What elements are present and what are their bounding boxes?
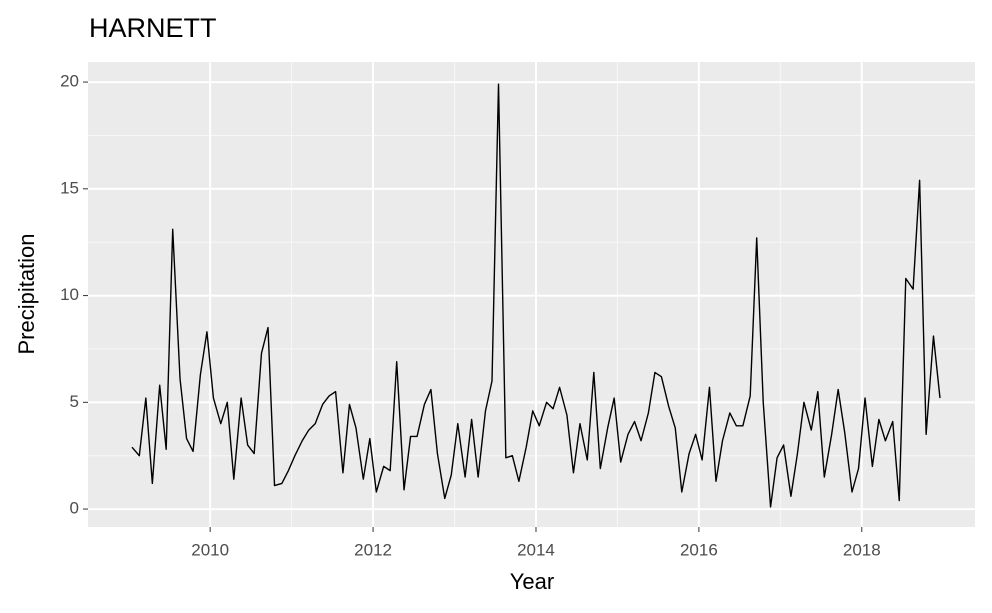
data-line	[131, 83, 941, 508]
y-tick-label: 20	[60, 72, 79, 91]
y-tick-label: 15	[60, 178, 79, 197]
y-axis-title: Precipitation	[14, 233, 39, 354]
panel	[88, 62, 975, 527]
chart-title: HARNETT	[89, 13, 217, 43]
x-tick-label: 2018	[843, 540, 881, 559]
y-tick-label: 0	[70, 499, 79, 518]
y-tick-label: 5	[70, 392, 79, 411]
x-tick-label: 2014	[517, 540, 555, 559]
x-tick-label: 2016	[680, 540, 718, 559]
x-tick-label: 2010	[191, 540, 229, 559]
x-axis-title: Year	[510, 569, 554, 594]
y-tick-label: 10	[60, 285, 79, 304]
x-tick-label: 2012	[354, 540, 392, 559]
